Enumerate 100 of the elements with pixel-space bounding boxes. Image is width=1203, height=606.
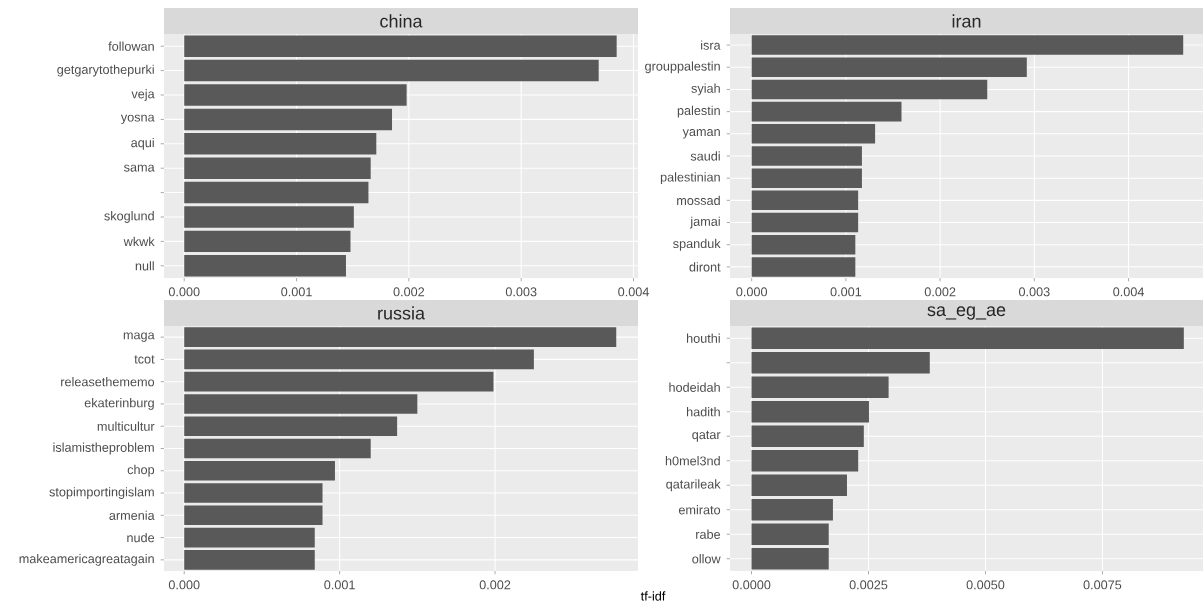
bar [184, 416, 398, 437]
x-tick-label: 0.002 [393, 287, 425, 297]
y-tick-label: maga [123, 332, 155, 342]
bar [751, 79, 988, 100]
bar [184, 460, 335, 481]
x-tick-label: 0.0025 [849, 580, 888, 590]
y-tick-label: palestinian [660, 172, 720, 185]
bar [751, 474, 847, 497]
x-tick-label: 0.004 [1113, 287, 1145, 297]
y-tick-label: sama [124, 164, 155, 172]
y-tick-label: isra [701, 40, 721, 50]
y-tick-label: ekaterinburg [84, 398, 154, 410]
bar [184, 483, 323, 503]
y-tick-label: ollow [692, 554, 721, 564]
y-tick-label: nude [127, 532, 155, 543]
y-tick-label: skoglund [104, 211, 154, 223]
bar [751, 523, 829, 546]
bar [751, 376, 889, 399]
y-tick-label: h0mel3nd [665, 456, 720, 466]
bar [751, 190, 859, 211]
x-tick-label: 0.000 [168, 580, 200, 590]
y-tick-label: spanduk [673, 238, 721, 251]
bar [751, 124, 876, 144]
y-tick-label: stopimportingislam [49, 487, 154, 499]
bar [184, 230, 351, 253]
y-tick-label: null [135, 261, 154, 271]
x-tick-label: 0.004 [618, 287, 649, 297]
y-tick-label: syiah [691, 83, 720, 96]
bar [751, 351, 930, 374]
y-tick-label: hadith [687, 407, 720, 417]
y-tick-label: veja [131, 89, 155, 101]
bar [751, 449, 859, 472]
bar [184, 527, 315, 548]
y-tick-label: getgarytothepurki [57, 64, 154, 77]
y-tick-label: multicultur [97, 421, 155, 431]
bar [751, 425, 864, 448]
x-tick-label: 0.003 [1018, 287, 1050, 297]
bar [184, 550, 315, 570]
x-tick-label: 0.000 [168, 287, 200, 297]
x-tick-label: 0.000 [736, 287, 768, 297]
bar [184, 206, 354, 228]
y-tick-label: chop [127, 464, 155, 477]
chart-title: russia [378, 306, 426, 320]
y-tick-label: makeamericagreatagain [19, 553, 154, 566]
y-tick-label: armenia [109, 510, 155, 520]
bar [184, 349, 534, 370]
y-tick-label: grouppalestin [645, 61, 720, 74]
y-tick-label: tcot [134, 355, 155, 364]
chart-title: iran [952, 14, 981, 28]
bar [184, 394, 418, 414]
y-tick-label: followan [108, 41, 154, 51]
y-tick-label: emirato [678, 505, 721, 515]
y-tick-label: hodeidah [669, 382, 720, 392]
bar [751, 257, 856, 277]
bar [184, 108, 393, 131]
bar [751, 234, 856, 255]
x-tick-label: 0.001 [324, 580, 355, 590]
x-axis-title: tf-idf [640, 591, 666, 601]
bar [184, 371, 494, 392]
y-tick-label: qatarileak [666, 479, 721, 492]
bar [184, 59, 599, 82]
bar [751, 498, 833, 521]
x-tick-label: 0.0000 [732, 580, 771, 590]
bar [184, 255, 346, 277]
bar [751, 168, 862, 188]
x-tick-label: 0.002 [479, 580, 511, 590]
chart-title: sa_eg_ae [927, 306, 1006, 320]
bar [184, 505, 323, 526]
y-tick-label: aqui [131, 137, 154, 150]
bar [751, 212, 859, 233]
y-tick-label: releasethememo [61, 377, 155, 387]
bar [184, 84, 407, 106]
y-tick-label: yaman [682, 129, 720, 139]
x-tick-label: 0.002 [924, 287, 956, 297]
x-tick-label: 0.0050 [966, 580, 1005, 590]
bar [751, 146, 862, 166]
x-tick-label: 0.0075 [1083, 580, 1122, 590]
bar [751, 101, 902, 122]
bar [184, 157, 371, 179]
bar [751, 400, 869, 423]
y-tick-label: qatar [692, 430, 721, 442]
y-tick-label: mossad [677, 195, 720, 206]
y-tick-label: houthi [687, 333, 720, 343]
bar [751, 547, 829, 570]
y-tick-label: rabe [696, 529, 721, 539]
y-tick-label: yosna [120, 114, 155, 125]
y-tick-label: jamai [690, 216, 720, 229]
y-tick-label: wkwk [123, 236, 155, 246]
y-tick-label: saudi [690, 151, 720, 161]
y-tick-label: islamistheproblem [53, 442, 154, 455]
y-tick-label: diront [689, 262, 721, 272]
bar [184, 133, 377, 155]
chart-title: china [380, 14, 423, 28]
bar [184, 181, 369, 204]
x-tick-label: 0.001 [830, 287, 862, 297]
bar [751, 57, 1027, 78]
x-tick-label: 0.001 [281, 287, 312, 297]
bar [184, 438, 371, 459]
x-tick-label: 0.003 [505, 287, 537, 297]
y-tick-label: palestin [677, 105, 720, 118]
